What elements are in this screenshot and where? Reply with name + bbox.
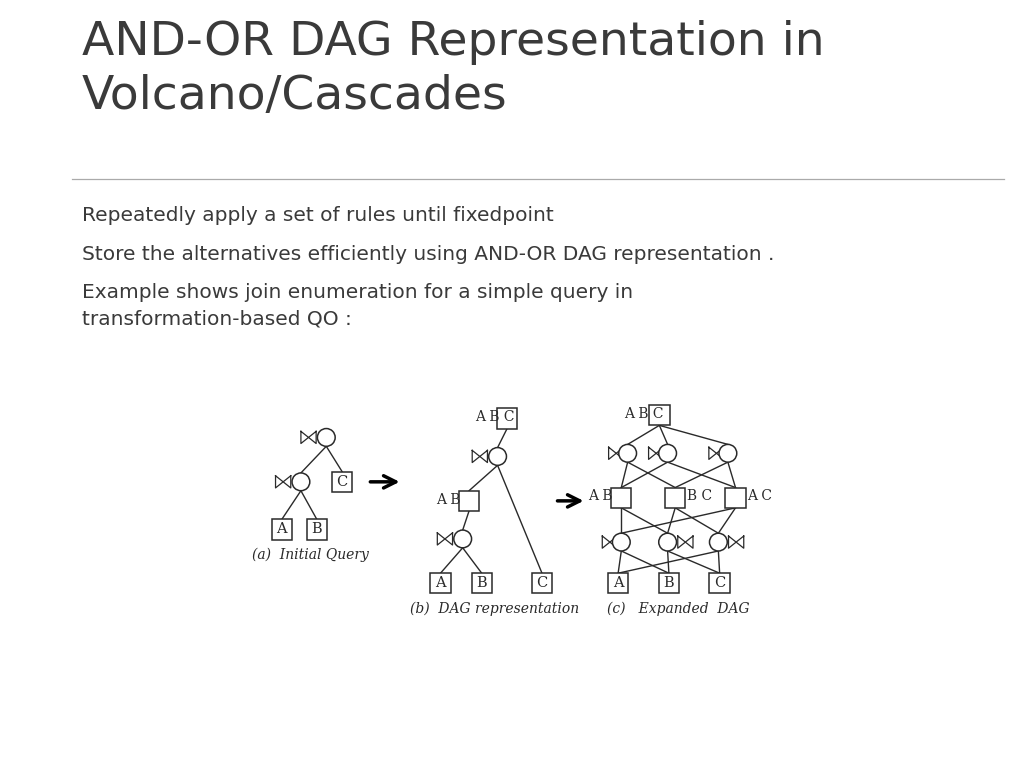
Text: A B: A B xyxy=(436,492,461,507)
Text: Example shows join enumeration for a simple query in
transformation-based QO :: Example shows join enumeration for a sim… xyxy=(82,283,633,329)
Text: Store the alternatives efficiently using AND-OR DAG representation .: Store the alternatives efficiently using… xyxy=(82,245,774,263)
Bar xyxy=(608,573,629,594)
Circle shape xyxy=(292,473,310,491)
Bar xyxy=(430,573,451,594)
Text: A B: A B xyxy=(589,489,612,504)
Bar xyxy=(459,491,479,511)
Text: A: A xyxy=(612,576,624,591)
Text: A B C: A B C xyxy=(475,410,515,424)
Bar xyxy=(497,409,517,429)
Text: AND-OR DAG Representation in
Volcano/Cascades: AND-OR DAG Representation in Volcano/Cas… xyxy=(82,20,824,119)
Text: (a)  Initial Query: (a) Initial Query xyxy=(252,548,369,562)
Bar xyxy=(665,488,685,508)
Circle shape xyxy=(317,429,335,446)
Text: IIT BOMBAY: IIT BOMBAY xyxy=(461,724,563,743)
Bar xyxy=(332,472,352,492)
Bar xyxy=(306,519,327,540)
Text: C: C xyxy=(337,475,348,489)
Bar xyxy=(710,573,730,594)
Circle shape xyxy=(454,530,472,548)
Text: C: C xyxy=(714,576,725,591)
Text: 9: 9 xyxy=(976,724,988,743)
Text: B: B xyxy=(664,576,674,591)
Text: A: A xyxy=(435,576,445,591)
Circle shape xyxy=(618,445,637,462)
Text: B: B xyxy=(311,522,323,536)
Bar xyxy=(472,573,492,594)
Bar xyxy=(271,519,292,540)
Text: A C: A C xyxy=(746,489,772,504)
Circle shape xyxy=(658,533,677,551)
Bar xyxy=(649,405,670,425)
Bar xyxy=(531,573,552,594)
Text: (c)   Expanded  DAG: (c) Expanded DAG xyxy=(607,601,750,616)
Bar xyxy=(725,488,745,508)
Text: A B C: A B C xyxy=(625,407,664,421)
Text: B C: B C xyxy=(687,489,712,504)
Text: (b)  DAG representation: (b) DAG representation xyxy=(410,601,579,616)
Bar xyxy=(658,573,679,594)
Text: C: C xyxy=(537,576,548,591)
Circle shape xyxy=(710,533,727,551)
Circle shape xyxy=(612,533,630,551)
Text: A: A xyxy=(276,522,287,536)
Text: B: B xyxy=(476,576,487,591)
Bar xyxy=(611,488,632,508)
Circle shape xyxy=(658,445,677,462)
Circle shape xyxy=(719,445,737,462)
Circle shape xyxy=(488,448,507,465)
Text: Repeatedly apply a set of rules until fixedpoint: Repeatedly apply a set of rules until fi… xyxy=(82,206,554,225)
